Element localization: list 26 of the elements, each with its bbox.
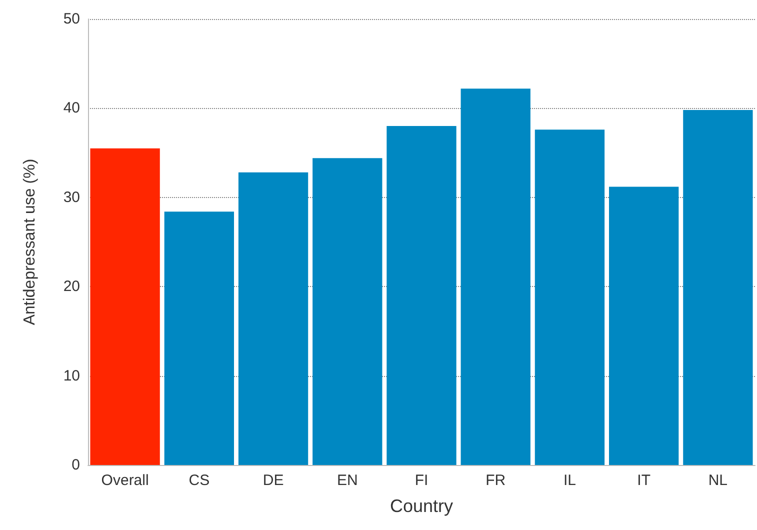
y-tick-label: 10: [63, 367, 80, 384]
bar: [312, 158, 382, 465]
x-tick-label: FR: [486, 472, 506, 489]
y-tick-label: 50: [63, 10, 80, 28]
bar: [90, 148, 160, 465]
x-tick-label: Overall: [101, 472, 149, 489]
y-tick-label: 0: [72, 456, 80, 474]
x-axis-title: Country: [390, 496, 454, 516]
bar: [164, 212, 234, 465]
bar: [534, 130, 605, 465]
y-axis-title: Antidepressant use (%): [22, 158, 38, 326]
bar: [460, 88, 530, 465]
x-tick-label: FI: [414, 472, 428, 489]
x-tick-label: IT: [637, 472, 651, 489]
bar: [609, 186, 679, 465]
x-tick-label: NL: [708, 472, 728, 489]
x-tick-label: IL: [563, 472, 576, 489]
bar: [238, 172, 308, 465]
y-tick-label: 40: [63, 100, 80, 117]
x-tick-label: CS: [188, 472, 210, 489]
x-tick-label: DE: [262, 472, 284, 489]
bar: [683, 110, 753, 465]
bar: [386, 126, 456, 465]
y-tick-label: 30: [63, 188, 80, 206]
x-tick-label: EN: [336, 472, 358, 489]
y-tick-label: 20: [63, 278, 80, 296]
